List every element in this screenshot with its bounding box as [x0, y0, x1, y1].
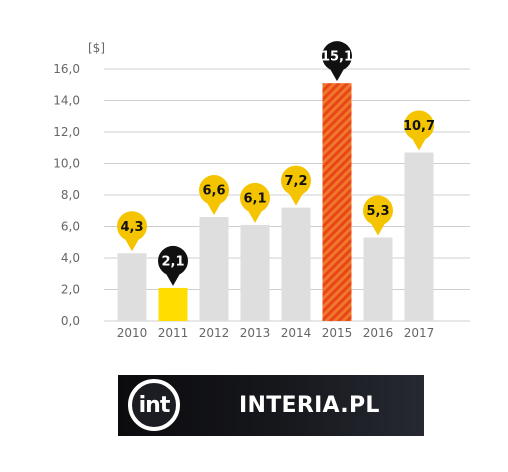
value-marker-2017: 10,7	[403, 110, 435, 151]
y-tick-label: 14,0	[53, 94, 80, 108]
data-label-2014: 7,2	[284, 174, 307, 189]
y-axis-label: [$]	[88, 41, 105, 55]
x-tick-label: 2017	[404, 326, 435, 340]
bar-chart: 0,0 2,0 4,0 6,0 8,0 10,0 12,0 14,0 16,0 [$] 4,3 2…	[53, 41, 470, 340]
value-marker-2016: 5,3	[363, 195, 393, 236]
bar-2012	[199, 217, 229, 321]
value-marker-2010: 4,3	[117, 211, 147, 252]
value-marker-2013: 6,1	[240, 182, 270, 223]
y-tick-label: 10,0	[53, 157, 80, 171]
bar-2010	[117, 253, 147, 321]
data-label-2011: 2,1	[161, 254, 184, 269]
value-marker-2014: 7,2	[281, 165, 311, 206]
y-tick-label: 0,0	[61, 314, 80, 328]
value-marker-2015: 15,1	[321, 41, 353, 82]
data-label-2017: 10,7	[403, 119, 435, 134]
data-label-2013: 6,1	[243, 191, 266, 206]
bar-2017	[404, 152, 434, 321]
data-label-2015: 15,1	[321, 50, 353, 65]
y-tick-label: 2,0	[61, 283, 80, 297]
y-tick-label: 4,0	[61, 251, 80, 265]
data-label-2016: 5,3	[366, 204, 389, 219]
value-marker-2011: 2,1	[158, 245, 188, 286]
x-tick-label: 2014	[281, 326, 312, 340]
x-tick-label: 2015	[322, 326, 353, 340]
y-tick-label: 6,0	[61, 220, 80, 234]
brand-logo-icon: int	[128, 379, 180, 431]
x-tick-label: 2016	[363, 326, 394, 340]
bar-2015	[322, 83, 352, 321]
y-tick-label: 12,0	[53, 125, 80, 139]
x-tick-label: 2010	[117, 326, 148, 340]
bar-2013	[240, 224, 270, 321]
x-tick-label: 2012	[199, 326, 230, 340]
brand-name: INTERIA.PL	[239, 393, 380, 418]
data-label-2010: 4,3	[120, 220, 143, 235]
bar-2014	[281, 207, 311, 321]
x-tick-label: 2013	[240, 326, 271, 340]
bar-2011	[158, 287, 188, 321]
y-tick-label: 8,0	[61, 188, 80, 202]
x-tick-label: 2011	[158, 326, 189, 340]
data-label-2012: 6,6	[202, 184, 225, 199]
brand-logo-mark: int	[138, 392, 171, 418]
y-tick-label: 16,0	[53, 62, 80, 76]
bar-2016	[363, 237, 393, 321]
value-marker-2012: 6,6	[199, 175, 229, 216]
brand-banner: int INTERIA.PL	[118, 375, 424, 436]
